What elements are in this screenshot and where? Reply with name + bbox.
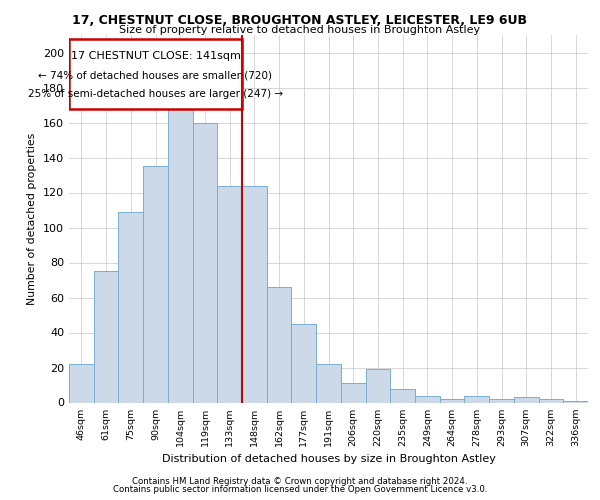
Bar [217, 186, 242, 402]
Bar [563, 401, 588, 402]
X-axis label: Distribution of detached houses by size in Broughton Astley: Distribution of detached houses by size … [161, 454, 496, 464]
Text: 17, CHESTNUT CLOSE, BROUGHTON ASTLEY, LEICESTER, LE9 6UB: 17, CHESTNUT CLOSE, BROUGHTON ASTLEY, LE… [73, 14, 527, 27]
Y-axis label: Number of detached properties: Number of detached properties [28, 132, 37, 305]
Bar [69, 38, 242, 108]
Bar [514, 397, 539, 402]
Text: Contains public sector information licensed under the Open Government Licence v3: Contains public sector information licen… [113, 485, 487, 494]
Bar [118, 212, 143, 402]
Text: 25% of semi-detached houses are larger (247) →: 25% of semi-detached houses are larger (… [28, 90, 283, 100]
Bar [94, 271, 118, 402]
Bar [415, 396, 440, 402]
Text: Size of property relative to detached houses in Broughton Astley: Size of property relative to detached ho… [119, 25, 481, 35]
Bar [193, 122, 217, 402]
Bar [242, 186, 267, 402]
Bar [365, 369, 390, 402]
Bar [440, 399, 464, 402]
Bar [168, 108, 193, 403]
Bar [316, 364, 341, 403]
Bar [539, 399, 563, 402]
Text: Contains HM Land Registry data © Crown copyright and database right 2024.: Contains HM Land Registry data © Crown c… [132, 477, 468, 486]
Text: 17 CHESTNUT CLOSE: 141sqm: 17 CHESTNUT CLOSE: 141sqm [71, 51, 241, 61]
Bar [143, 166, 168, 402]
Bar [390, 388, 415, 402]
Bar [69, 364, 94, 403]
Bar [292, 324, 316, 402]
Bar [489, 399, 514, 402]
Bar [464, 396, 489, 402]
Bar [341, 383, 365, 402]
Bar [267, 287, 292, 403]
Text: ← 74% of detached houses are smaller (720): ← 74% of detached houses are smaller (72… [38, 70, 272, 80]
